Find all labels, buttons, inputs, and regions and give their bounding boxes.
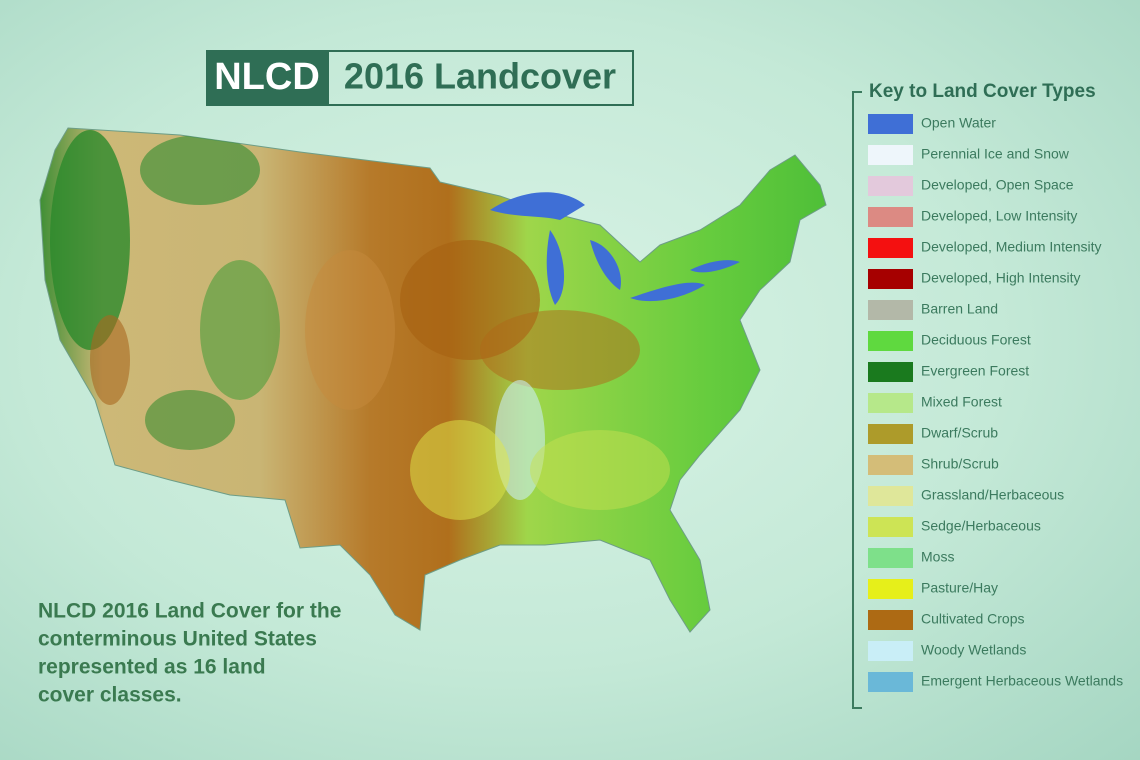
title-text: 2016 Landcover [344, 56, 616, 97]
legend-swatch [868, 300, 913, 320]
legend-label: Open Water [921, 115, 996, 131]
legend-swatch [868, 610, 913, 630]
map [39, 127, 827, 633]
legend-label: Shrub/Scrub [921, 456, 999, 472]
legend-swatch [868, 672, 913, 692]
legend-swatch [868, 176, 913, 196]
legend-label: Emergent Herbaceous Wetlands [921, 673, 1123, 689]
legend-label: Dwarf/Scrub [921, 425, 998, 441]
legend-label: Moss [921, 549, 954, 565]
legend-swatch [868, 517, 913, 537]
legend-swatch [868, 579, 913, 599]
legend-label: Barren Land [921, 301, 998, 317]
legend-swatch [868, 486, 913, 506]
legend-label: Deciduous Forest [921, 332, 1031, 348]
legend-label: Mixed Forest [921, 394, 1002, 410]
legend-swatch [868, 641, 913, 661]
legend-swatch [868, 331, 913, 351]
legend: Key to Land Cover Types Open Water Perenn… [852, 81, 1123, 709]
legend-swatch [868, 362, 913, 382]
legend-label: Cultivated Crops [921, 611, 1025, 627]
legend-swatch [868, 455, 913, 475]
legend-label: Pasture/Hay [921, 580, 998, 596]
legend-swatch [868, 114, 913, 134]
legend-label: Developed, Medium Intensity [921, 239, 1102, 255]
legend-swatch [868, 269, 913, 289]
legend-swatch [868, 424, 913, 444]
legend-swatch [868, 238, 913, 258]
legend-label: Sedge/Herbaceous [921, 518, 1041, 534]
legend-label: Evergreen Forest [921, 363, 1029, 379]
caption-line: NLCD 2016 Land Cover for the [38, 600, 341, 623]
legend-label: Grassland/Herbaceous [921, 487, 1064, 503]
legend-label: Developed, Open Space [921, 177, 1074, 193]
caption-line: represented as 16 land [38, 656, 266, 679]
title-badge: NLCD [214, 56, 320, 98]
legend-swatch [868, 393, 913, 413]
legend-swatch [868, 548, 913, 568]
title-box: NLCD 2016 Landcover [206, 50, 634, 106]
caption-line: cover classes. [38, 684, 182, 707]
caption-line: conterminous United States [38, 628, 317, 651]
legend-label: Woody Wetlands [921, 642, 1026, 658]
legend-title: Key to Land Cover Types [869, 81, 1096, 102]
legend-swatch [868, 207, 913, 227]
legend-label: Developed, High Intensity [921, 270, 1081, 286]
caption: NLCD 2016 Land Cover for the conterminous… [38, 600, 341, 707]
legend-swatch [868, 145, 913, 165]
legend-label: Perennial Ice and Snow [921, 146, 1070, 162]
legend-label: Developed, Low Intensity [921, 208, 1077, 224]
